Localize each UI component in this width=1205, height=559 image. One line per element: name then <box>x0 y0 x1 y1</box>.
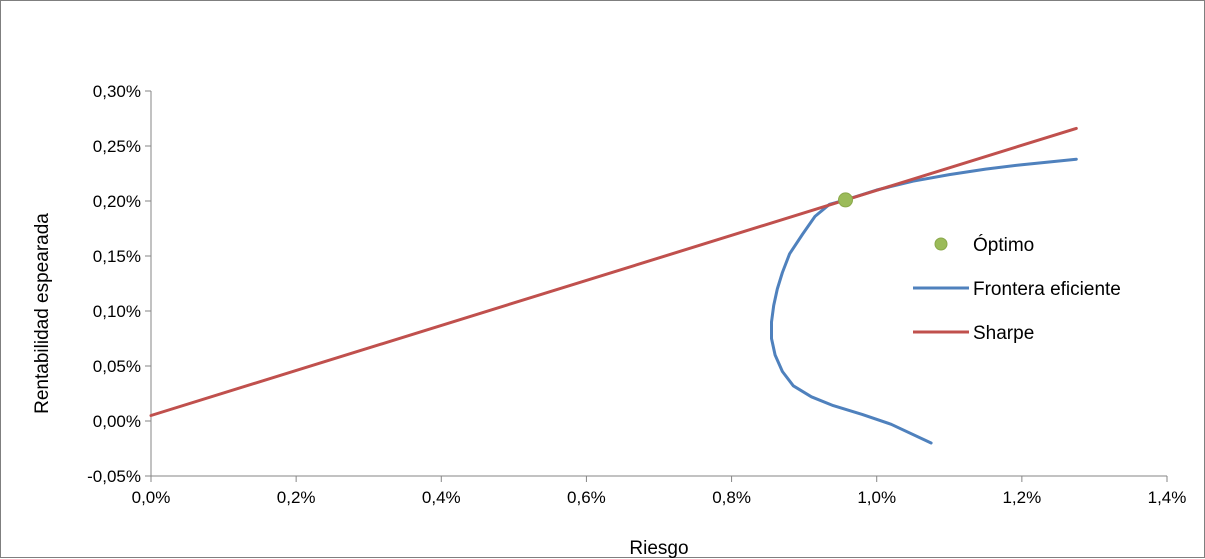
y-tick-label: 0,20% <box>93 192 141 211</box>
x-tick-label: 0,0% <box>132 488 171 507</box>
x-tick-label: 1,2% <box>1002 488 1041 507</box>
axes <box>150 91 1167 477</box>
y-tick-label: -0,05% <box>87 467 141 486</box>
x-tick-label: 0,6% <box>567 488 606 507</box>
series-layer <box>149 126 1078 445</box>
x-tick-label: 1,4% <box>1148 488 1187 507</box>
y-tick-label: 0,30% <box>93 82 141 101</box>
y-tick-label: 0,15% <box>93 247 141 266</box>
x-tick-label: 1,0% <box>857 488 896 507</box>
y-tick-label: 0,25% <box>93 137 141 156</box>
legend-label: Óptimo <box>973 234 1034 256</box>
series-line-frontera-eficiente <box>770 157 1078 445</box>
x-tick-label: 0,8% <box>712 488 751 507</box>
series-line-sharpe <box>149 126 1078 417</box>
y-axis-ticks: -0,05% 0,00% 0,05% 0,10% 0,15% 0,20% 0,25% 0,30… <box>87 82 151 486</box>
x-axis-ticks: 0,0% 0,2% 0,4% 0,6% 0,8% 1,0% 1,2% 1,4% <box>132 476 1187 507</box>
y-axis-title: Rentabilidad espearada <box>32 213 53 414</box>
y-tick-label: 0,10% <box>93 302 141 321</box>
y-tick-label: 0,00% <box>93 412 141 431</box>
legend-swatch <box>934 237 948 251</box>
x-tick-label: 0,4% <box>422 488 461 507</box>
optimo-point <box>838 192 854 208</box>
y-tick-label: 0,05% <box>93 357 141 376</box>
x-axis-title: Riesgo <box>629 538 688 559</box>
legend-label: Frontera eficiente <box>973 279 1121 300</box>
legend-label: Sharpe <box>973 323 1034 344</box>
x-tick-label: 0,2% <box>277 488 316 507</box>
legend: Óptimo Frontera eficiente Sharpe <box>913 234 1121 344</box>
